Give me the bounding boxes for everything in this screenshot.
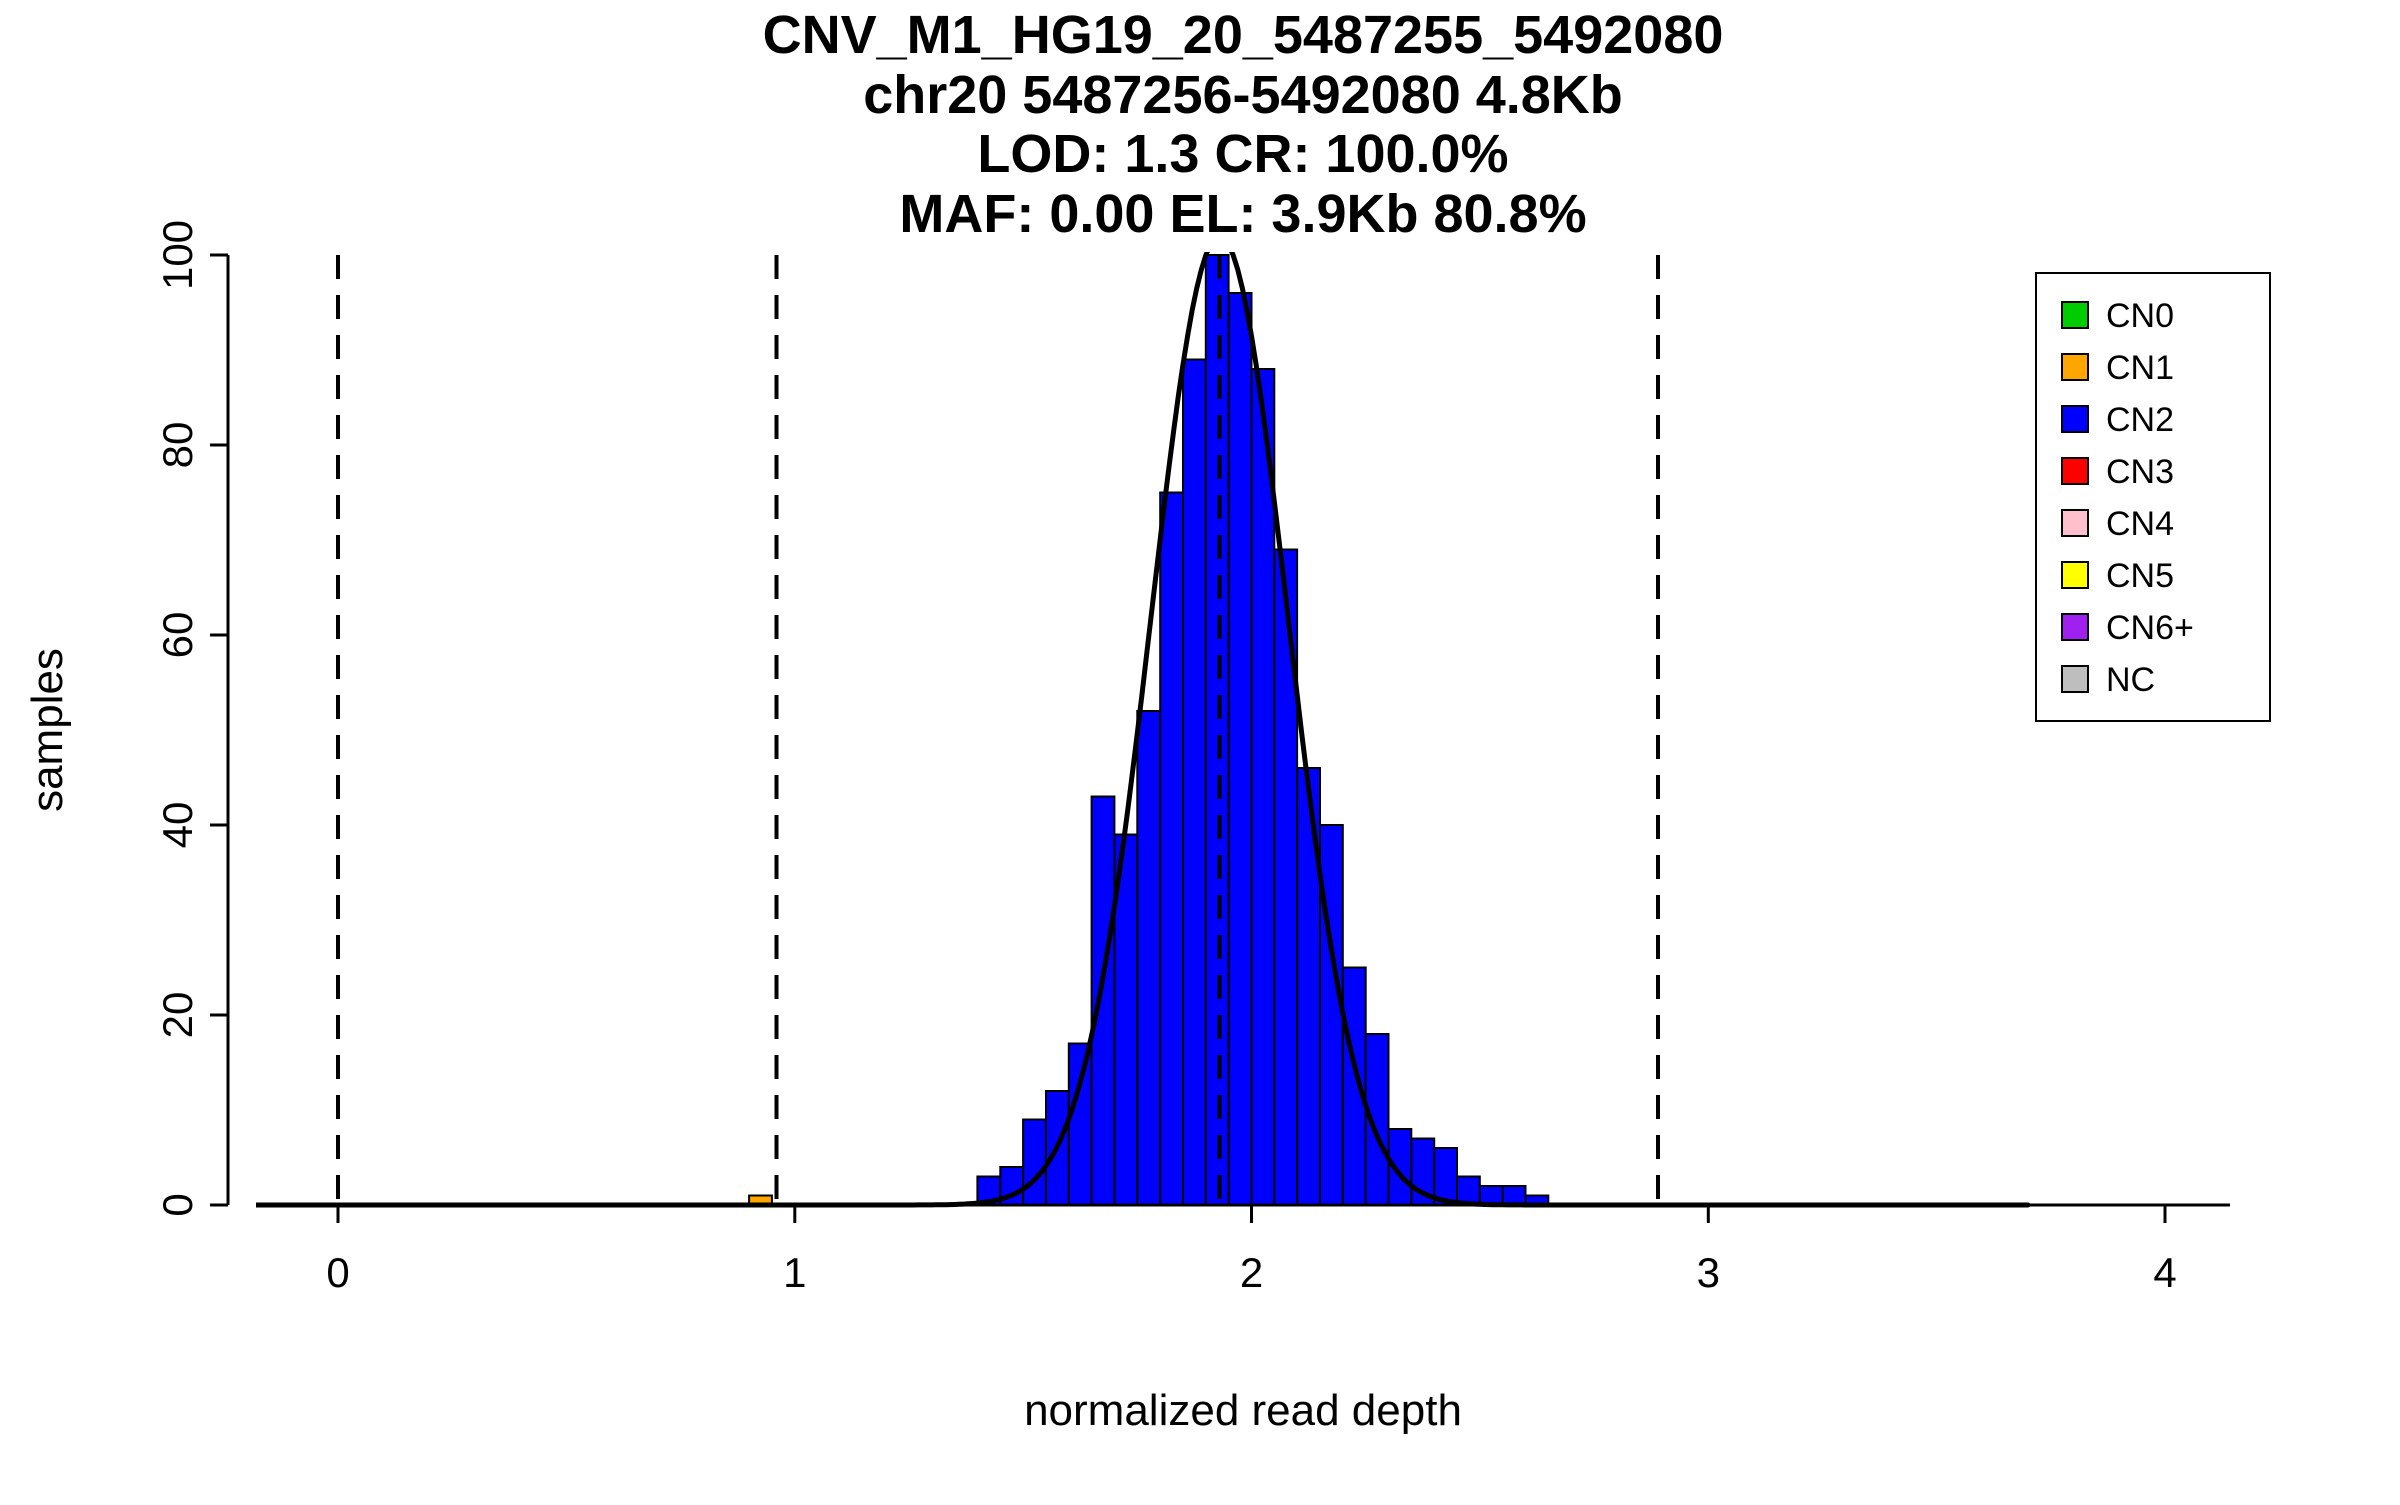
x-tick-label: 1 bbox=[783, 1249, 806, 1296]
x-tick-label: 2 bbox=[1240, 1249, 1263, 1296]
legend-swatch-cn1 bbox=[2061, 353, 2089, 381]
legend-label-nc: NC bbox=[2106, 661, 2155, 699]
plot-generated-content: 0 1 2 3 4020406080100CN0CN1CN2CN3CN4CN5CN6+N… bbox=[154, 220, 2271, 1296]
histogram-bar-cn2 bbox=[1136, 710, 1162, 1206]
legend-label-cn6plus: CN6+ bbox=[2106, 609, 2194, 647]
x-tick-label: 3 bbox=[1697, 1249, 1720, 1296]
x-axis-title: normalized read depth bbox=[1024, 1386, 1462, 1435]
x-tick-label: 4 bbox=[2153, 1249, 2176, 1296]
legend-label-cn0: CN0 bbox=[2106, 297, 2174, 335]
y-tick-label: 80 bbox=[154, 422, 201, 469]
histogram-bar-cn2 bbox=[1250, 368, 1276, 1206]
chart-title-line-1: CNV_M1_HG19_20_5487255_5492080 bbox=[763, 5, 1724, 65]
y-tick-label: 20 bbox=[154, 992, 201, 1039]
y-axis-title: samples bbox=[23, 648, 72, 812]
histogram-bar-cn2 bbox=[1159, 491, 1184, 1206]
legend-swatch-cn5 bbox=[2061, 561, 2089, 589]
legend-swatch-cn6plus bbox=[2061, 613, 2089, 641]
chart-title-line-3: LOD: 1.3 CR: 100.0% bbox=[977, 124, 1508, 184]
legend-swatch-cn3 bbox=[2061, 457, 2089, 485]
legend-label-cn2: CN2 bbox=[2106, 401, 2174, 439]
histogram-bar-cn2 bbox=[1182, 358, 1207, 1206]
histogram-bar-cn2 bbox=[1067, 1042, 1093, 1206]
legend-label-cn3: CN3 bbox=[2106, 453, 2174, 491]
legend-label-cn1: CN1 bbox=[2106, 349, 2174, 387]
histogram-bar-cn2 bbox=[1022, 1118, 1047, 1206]
x-tick-label: 0 bbox=[326, 1249, 349, 1296]
legend-label-cn5: CN5 bbox=[2106, 557, 2174, 595]
histogram-bar-cn2 bbox=[1090, 795, 1116, 1206]
y-tick-label: 40 bbox=[154, 802, 201, 849]
legend-box bbox=[2035, 272, 2271, 722]
y-tick-label: 60 bbox=[154, 612, 201, 659]
y-tick-label: 0 bbox=[154, 1193, 201, 1216]
y-tick-label: 100 bbox=[154, 220, 201, 290]
chart-title-line-2: chr20 5487256-5492080 4.8Kb bbox=[863, 65, 1623, 125]
legend-swatch-nc bbox=[2061, 665, 2089, 693]
histogram-bar-cn2 bbox=[1204, 254, 1230, 1206]
legend-swatch-cn0 bbox=[2061, 301, 2089, 329]
histogram-bars bbox=[748, 254, 1550, 1206]
legend-swatch-cn4 bbox=[2061, 509, 2089, 537]
chart-title-line-4: MAF: 0.00 EL: 3.9Kb 80.8% bbox=[899, 184, 1586, 244]
histogram-bar-cn2 bbox=[1227, 292, 1253, 1206]
histogram-bar-cn2 bbox=[1501, 1185, 1527, 1206]
legend-swatch-cn2 bbox=[2061, 405, 2089, 433]
legend-label-cn4: CN4 bbox=[2106, 505, 2174, 543]
